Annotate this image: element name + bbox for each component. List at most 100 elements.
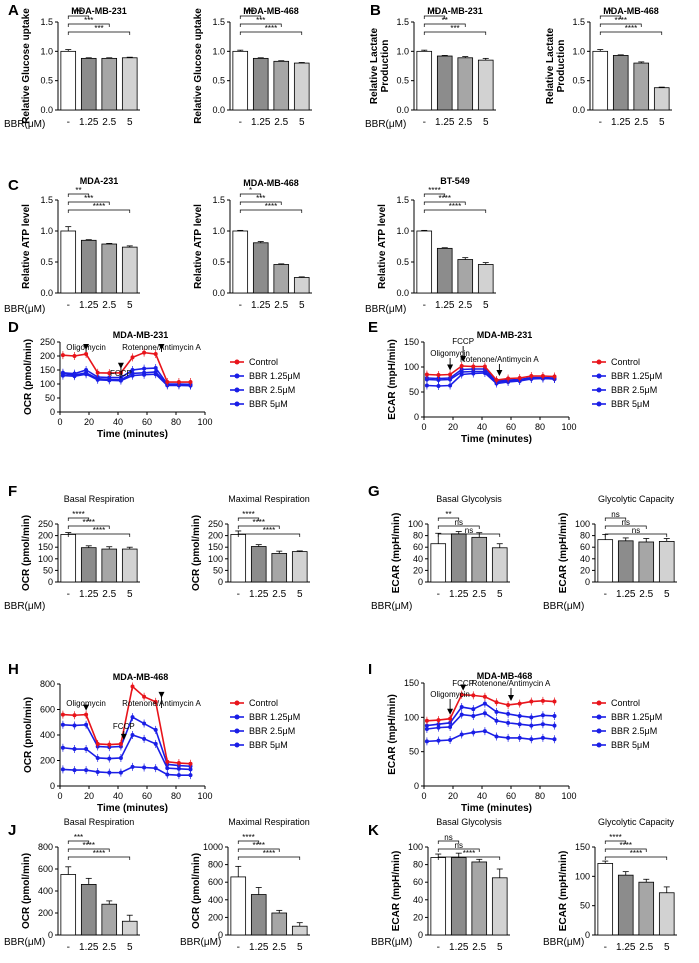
bar (457, 259, 474, 294)
significance-bracket (239, 209, 303, 213)
bar (252, 242, 269, 294)
y-axis-label: Relative LactateProduction (369, 27, 391, 104)
y-tick-label: 0.0 (40, 105, 53, 115)
significance-bracket (604, 525, 647, 529)
bar (121, 548, 138, 583)
x-tick-label: 5 (664, 589, 670, 600)
significance-label: ns (611, 510, 619, 519)
y-tick-label: 0 (50, 781, 55, 791)
significance-label: ns (444, 833, 452, 842)
x-tick-label: 80 (171, 791, 181, 801)
data-point (176, 773, 181, 778)
legend-label: BBR 5μM (611, 399, 650, 409)
data-point (153, 699, 158, 704)
data-point (130, 368, 135, 372)
bar (597, 863, 614, 936)
bbr-axis-label: BBR(μM) (543, 601, 584, 612)
y-tick-label: 100 (408, 519, 423, 529)
significance-label: ** (445, 510, 451, 519)
significance-bracket (239, 15, 262, 19)
x-tick-label: 2.5 (472, 589, 486, 600)
y-tick-label: 1000 (203, 842, 223, 852)
legend-label: BBR 2.5μM (611, 726, 657, 736)
significance-label: **** (463, 849, 475, 858)
data-point (107, 770, 112, 775)
panel-label: J (8, 822, 16, 839)
panel-label: F (8, 483, 17, 500)
data-point (529, 737, 534, 742)
legend-marker (596, 728, 602, 734)
significance-bracket (67, 193, 90, 197)
arrowhead (158, 691, 165, 698)
data-point (84, 712, 89, 717)
bbr-axis-label: BBR(μM) (543, 937, 584, 948)
bar (638, 541, 655, 583)
y-tick-label: 60 (413, 877, 423, 887)
y-tick-label: 0.0 (40, 288, 53, 298)
y-tick-label: 600 (38, 864, 53, 874)
significance-bracket (604, 856, 668, 860)
bar (121, 246, 138, 294)
significance-bracket (237, 517, 260, 521)
data-point (436, 738, 441, 743)
y-tick-label: 100 (208, 554, 223, 564)
data-point (95, 370, 100, 375)
significance-label: ns (632, 526, 640, 535)
bar (80, 884, 97, 936)
data-point (424, 383, 429, 388)
chart-title: Glycolytic Capacity (598, 494, 675, 504)
bar (101, 57, 118, 111)
y-tick-label: 0.0 (396, 105, 409, 115)
y-tick-label: 40 (413, 895, 423, 905)
chart-title: Basal Respiration (64, 494, 135, 504)
x-tick-label: 20 (84, 791, 94, 801)
bar (471, 861, 488, 936)
x-tick-label: 1.25 (79, 589, 99, 600)
panel-label: B (370, 2, 381, 19)
significance-label: *** (450, 24, 459, 33)
significance-bracket (67, 517, 90, 521)
data-point (517, 376, 522, 380)
x-tick-label: - (423, 300, 426, 311)
y-tick-label: 250 (208, 519, 223, 529)
significance-label: * (609, 8, 612, 17)
y-axis-label: ECAR (mpH/min) (558, 851, 569, 932)
data-point (424, 723, 429, 728)
data-point (552, 723, 557, 728)
chart-title: MDA-MB-231 (71, 6, 127, 16)
significance-bracket (67, 856, 131, 860)
bar (271, 912, 288, 936)
significance-label: *** (256, 194, 265, 203)
y-tick-label: 1.0 (396, 226, 409, 236)
bar (430, 857, 447, 936)
x-tick-label: 2.5 (274, 300, 288, 311)
data-point (494, 378, 499, 382)
data-point (95, 769, 100, 774)
chart-C3: 0.0 0.5 1.0 1.5 Relative ATP level - 1.25 2.5 5 *… (365, 176, 496, 315)
significance-label: **** (263, 526, 275, 535)
y-axis-label: Relative LactateProduction (545, 27, 567, 104)
legend-label: BBR 2.5μM (249, 385, 295, 395)
data-point (72, 747, 77, 752)
significance-bracket (67, 848, 110, 852)
data-point (84, 768, 89, 773)
legend-label: BBR 2.5μM (611, 385, 657, 395)
x-tick-label: 20 (448, 791, 458, 801)
data-point (436, 722, 441, 727)
bar (230, 534, 247, 583)
bar (658, 892, 675, 936)
data-point (130, 764, 135, 769)
data-point (72, 354, 77, 358)
y-tick-label: 1.5 (212, 17, 225, 27)
significance-bracket (239, 201, 282, 205)
series-line (426, 730, 555, 743)
x-tick-label: 2.5 (458, 117, 472, 128)
y-tick-label: 0 (218, 577, 223, 587)
significance-bracket (67, 840, 90, 844)
significance-bracket (437, 525, 480, 529)
y-tick-label: 0 (414, 781, 419, 791)
bar (477, 59, 494, 111)
